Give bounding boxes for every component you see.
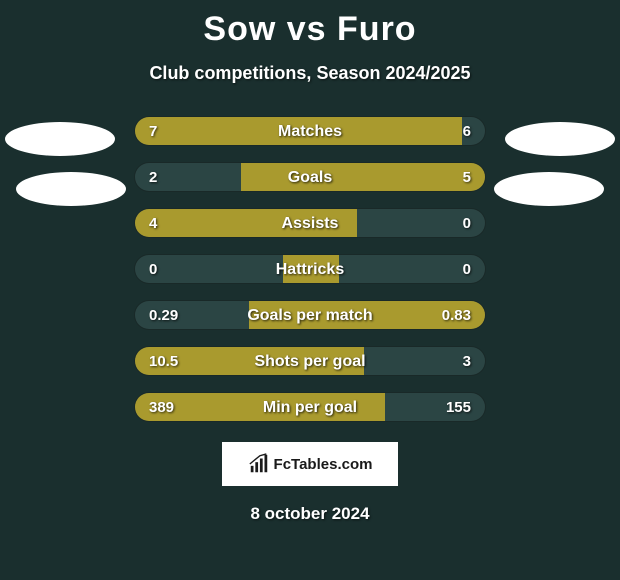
date-text: 8 october 2024 <box>0 504 620 524</box>
stat-label: Goals <box>135 163 485 192</box>
stat-row: 00Hattricks <box>134 254 486 284</box>
stat-row: 10.53Shots per goal <box>134 346 486 376</box>
avatar-right-a <box>505 122 615 156</box>
stat-label: Shots per goal <box>135 347 485 376</box>
stat-row: 40Assists <box>134 208 486 238</box>
brand-text: FcTables.com <box>274 456 373 473</box>
subtitle: Club competitions, Season 2024/2025 <box>0 63 620 84</box>
stat-row: 389155Min per goal <box>134 392 486 422</box>
stat-label: Assists <box>135 209 485 238</box>
avatar-left-b <box>16 172 126 206</box>
chart-icon <box>248 453 270 475</box>
page-title: Sow vs Furo <box>0 0 620 49</box>
stat-label: Hattricks <box>135 255 485 284</box>
stat-row: 76Matches <box>134 116 486 146</box>
brand-badge: FcTables.com <box>222 442 398 486</box>
stat-row: 25Goals <box>134 162 486 192</box>
avatar-right-b <box>494 172 604 206</box>
stats-container: 76Matches 25Goals 40Assists 00Hattricks 0.29… <box>134 116 486 422</box>
stat-label: Goals per match <box>135 301 485 330</box>
stat-row: 0.290.83Goals per match <box>134 300 486 330</box>
avatar-left-a <box>5 122 115 156</box>
stat-label: Matches <box>135 117 485 146</box>
stat-label: Min per goal <box>135 393 485 422</box>
